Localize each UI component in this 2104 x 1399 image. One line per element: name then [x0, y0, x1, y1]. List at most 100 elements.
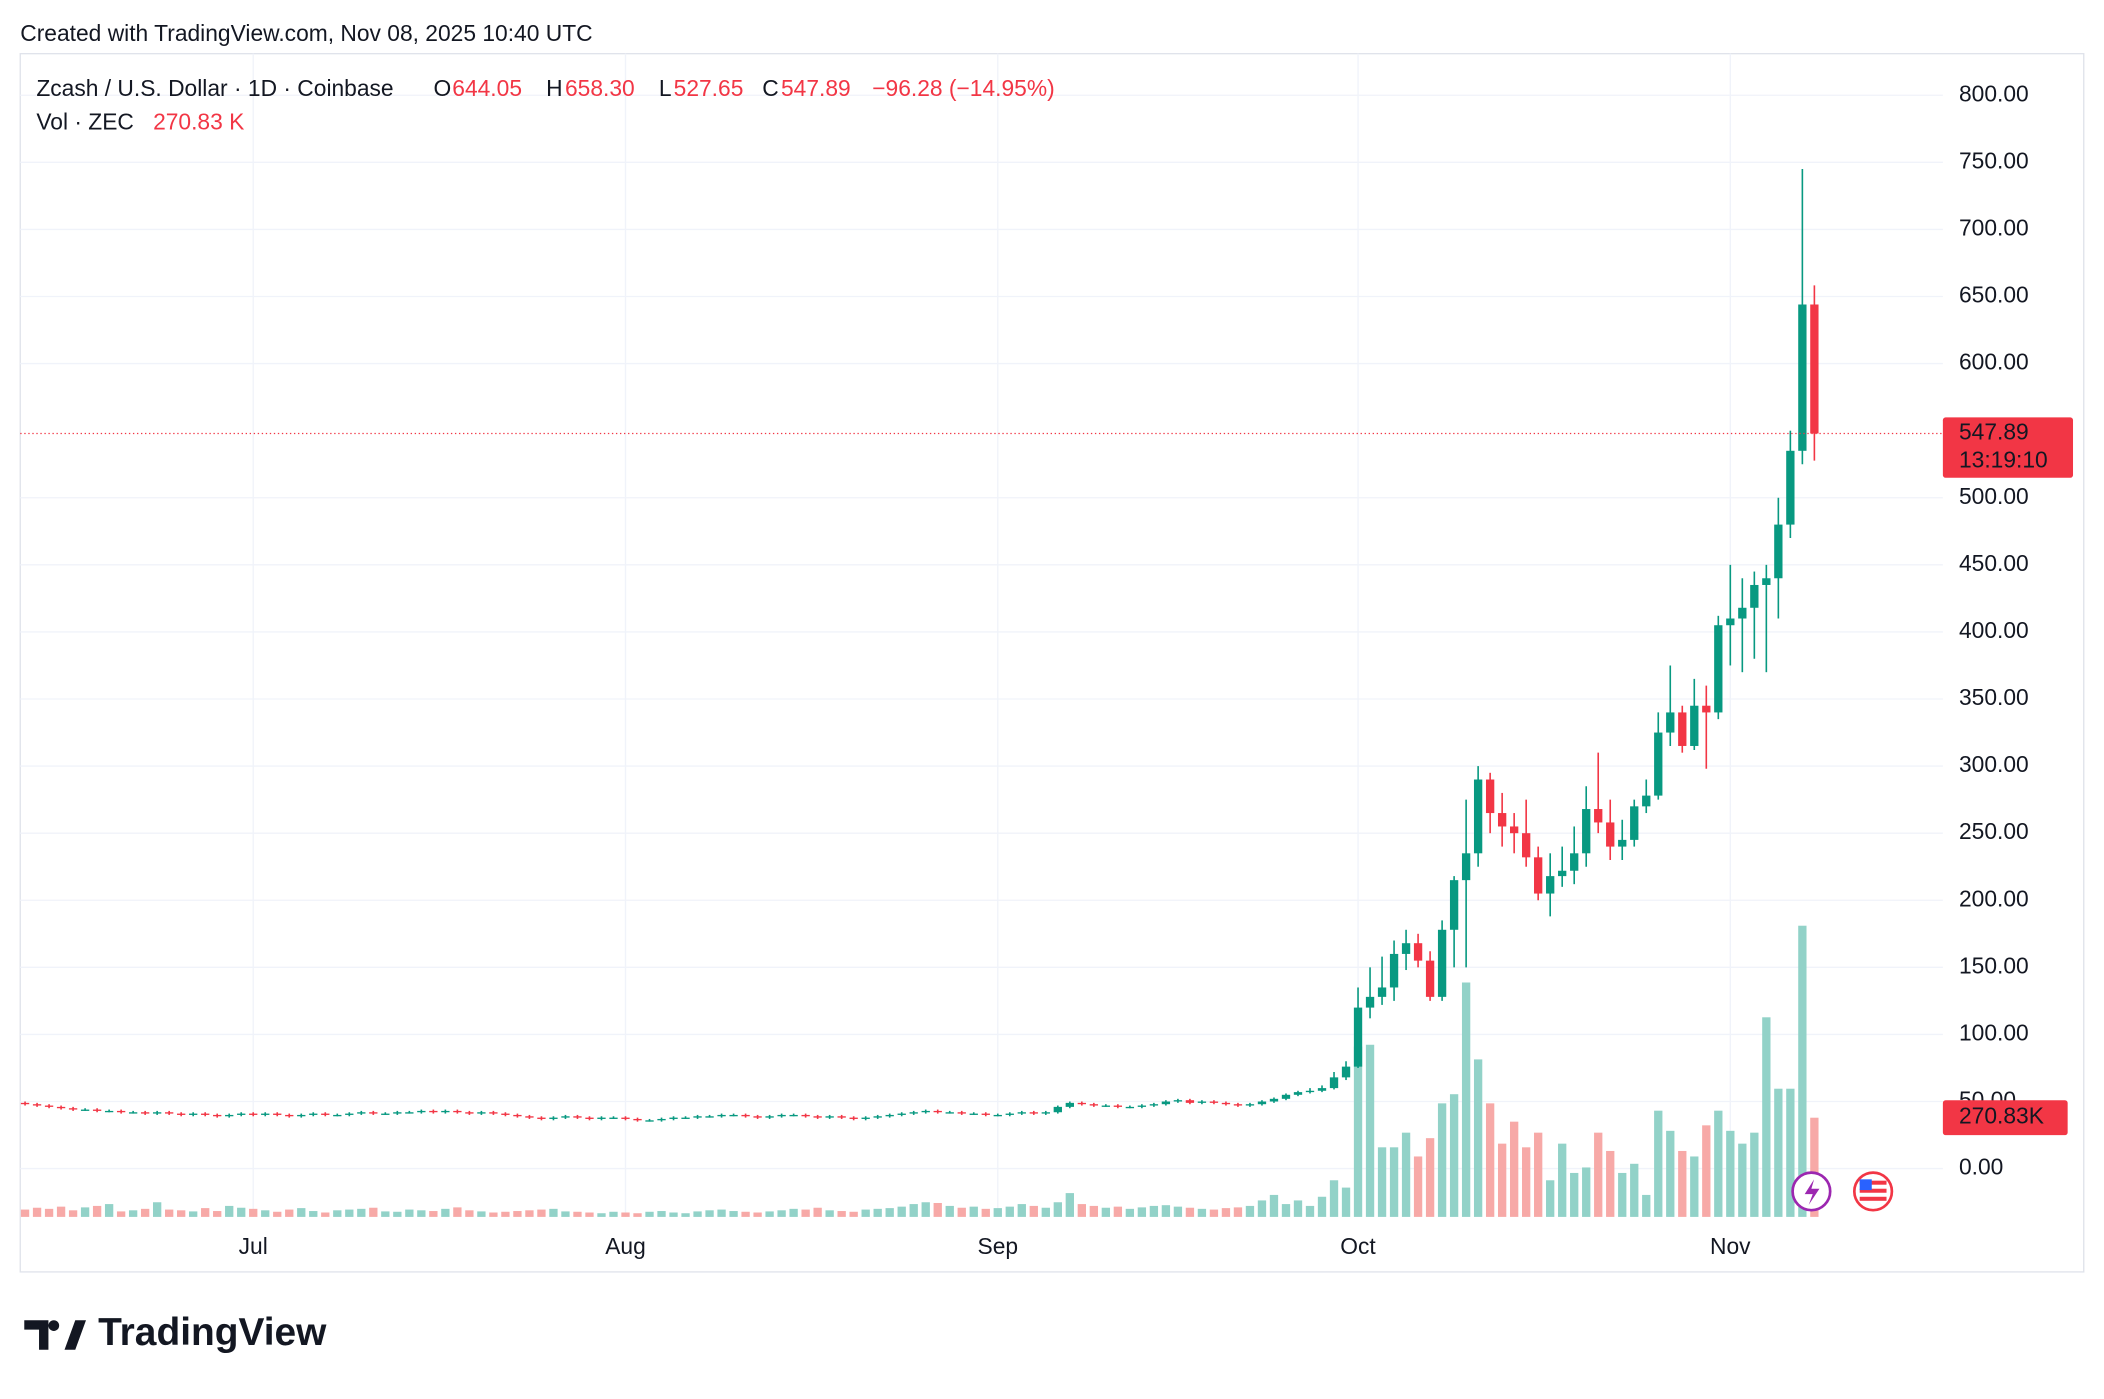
volume-bar [645, 1211, 654, 1217]
y-tick-label: 750.00 [1959, 147, 2029, 173]
volume-bar [633, 1213, 642, 1217]
volume-bar [1738, 1143, 1747, 1217]
candle-body [140, 1112, 150, 1114]
candle-body [165, 1112, 174, 1114]
volume-bar [477, 1211, 486, 1217]
volume-bar [1353, 1046, 1363, 1217]
volume-bar [381, 1211, 390, 1217]
candle-body [1305, 1090, 1315, 1093]
volume-bar [1798, 925, 1807, 1217]
candle-body [297, 1114, 306, 1117]
x-tick-label: Aug [605, 1233, 646, 1259]
candle-body [429, 1110, 438, 1113]
candle-body [765, 1116, 774, 1118]
candle-body [993, 1114, 1002, 1117]
candle-body [1690, 705, 1699, 746]
volume-bar [537, 1209, 546, 1217]
candle-body [1401, 943, 1411, 954]
volume-bar [1473, 1059, 1483, 1217]
candle-body [933, 1110, 942, 1113]
volume-bar [861, 1209, 870, 1217]
flag-stripe [1859, 1196, 1887, 1201]
volume-bar [585, 1212, 594, 1217]
volume-legend-value: 270.83 K [153, 108, 244, 134]
candle-body [1473, 779, 1483, 854]
candle-body [1437, 929, 1447, 997]
volume-bar [1173, 1206, 1183, 1217]
candle-body [1726, 618, 1735, 626]
candle-body [465, 1112, 474, 1114]
candle-body [369, 1112, 378, 1114]
candle-body [1750, 584, 1759, 608]
volume-bar [1546, 1180, 1555, 1217]
candle-body [609, 1117, 618, 1119]
candle-body [1365, 996, 1375, 1008]
lightning-bolt [1804, 1179, 1820, 1205]
volume-bar [957, 1207, 966, 1217]
volume-bar [309, 1211, 318, 1217]
y-tick-label: 200.00 [1959, 885, 2029, 911]
volume-bar [1245, 1205, 1255, 1217]
volume-bar [1726, 1130, 1735, 1217]
candle-body [921, 1110, 930, 1113]
volume-bar [152, 1202, 162, 1217]
volume-bar [561, 1211, 570, 1217]
candle-body [1173, 1100, 1183, 1102]
volume-legend: Vol · ZEC 270.83 K [36, 108, 244, 134]
volume-bar [1582, 1167, 1591, 1217]
candle-body [897, 1113, 906, 1115]
volume-bar [1606, 1150, 1615, 1217]
volume-bar [369, 1207, 378, 1217]
candle-body [80, 1109, 90, 1111]
candle-body [1329, 1077, 1339, 1089]
candle-body [56, 1106, 66, 1109]
candle-body [1053, 1106, 1062, 1113]
candle-body [477, 1112, 486, 1114]
volume-bar [1305, 1205, 1315, 1217]
volume-tag-value: 270.83K [1959, 1103, 2044, 1129]
candle-body [225, 1114, 234, 1117]
candle-body [1041, 1112, 1050, 1114]
volume-bar [1449, 1094, 1459, 1217]
volume-bar [909, 1204, 918, 1217]
candle-body [1413, 943, 1423, 961]
axes: 0.0050.00100.00150.00200.00250.00300.003… [20, 80, 2074, 1259]
volume-pane [20, 925, 1819, 1217]
candle-body [1125, 1106, 1135, 1109]
flag-stripe [1859, 1188, 1887, 1193]
candle-body [645, 1120, 654, 1122]
volume-bar [681, 1213, 690, 1217]
y-tick-label: 450.00 [1959, 550, 2029, 576]
candle-body [44, 1105, 54, 1107]
legend-symbol: Zcash / U.S. Dollar · 1D · Coinbase [36, 75, 393, 101]
volume-bar [933, 1202, 942, 1217]
candle-body [1221, 1102, 1231, 1105]
candle-body [597, 1117, 606, 1119]
volume-bar [825, 1210, 834, 1217]
candle-body [1678, 712, 1687, 746]
y-tick-label: 150.00 [1959, 952, 2029, 978]
volume-bar [32, 1207, 42, 1217]
candle-body [273, 1113, 282, 1115]
volume-bar [237, 1207, 246, 1217]
legend-label: C [762, 75, 778, 101]
candle-body [1317, 1088, 1327, 1091]
candle-body [393, 1112, 402, 1114]
y-tick-label: 700.00 [1959, 214, 2029, 240]
volume-bar [1377, 1147, 1387, 1217]
volume-bar [753, 1212, 762, 1217]
y-tick-label: 350.00 [1959, 684, 2029, 710]
candle-body [249, 1113, 258, 1115]
volume-bar [981, 1208, 990, 1217]
volume-bar [1437, 1103, 1447, 1217]
volume-bar [525, 1210, 534, 1217]
price-tag-value: 547.89 [1959, 419, 2029, 445]
candle-body [1810, 304, 1819, 434]
volume-bar [921, 1202, 930, 1217]
volume-bar [609, 1211, 618, 1217]
volume-bar [1233, 1207, 1243, 1217]
candle-body [321, 1113, 330, 1115]
volume-bar [1197, 1208, 1207, 1217]
candle-body [152, 1112, 162, 1114]
